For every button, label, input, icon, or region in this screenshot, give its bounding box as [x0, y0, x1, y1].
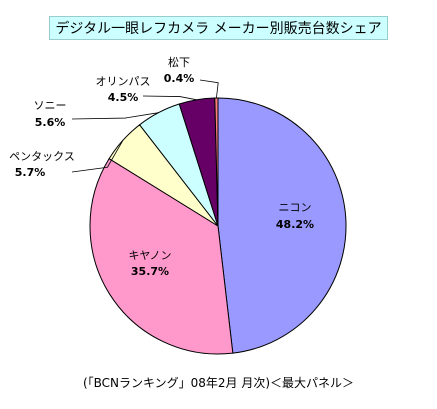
slice-value-label: 0.4%	[164, 72, 195, 85]
slice-name-label: キヤノン	[128, 249, 171, 262]
slice-labels: ニコン 48.2% キヤノン 35.7% ペンタックス 5.7% ソニー 5.6% オリンパス 4…	[9, 55, 314, 278]
pie-slice	[89, 157, 234, 355]
slice-name-label: ペンタックス	[9, 150, 75, 163]
slice-name-label: ソニー	[34, 99, 67, 112]
leader-lines	[71, 79, 219, 173]
slice-value-label: 5.6%	[35, 116, 66, 129]
slice-value-label: 48.2%	[276, 218, 314, 231]
leader-line	[71, 112, 159, 120]
source-note: (「BCNランキング」08年2月 月次)＜最大パネル＞	[82, 376, 355, 390]
slice-name-label: 松下	[168, 55, 190, 69]
slice-value-label: 5.7%	[15, 166, 46, 179]
slice-value-label: 35.7%	[131, 265, 169, 278]
slice-value-label: 4.5%	[108, 91, 139, 104]
pie-slice	[214, 97, 219, 227]
slice-name-label: オリンパス	[96, 75, 151, 88]
leader-line	[199, 79, 219, 99]
chart-title: デジタル一眼レフカメラ メーカー別販売台数シェア	[49, 16, 388, 40]
leader-line	[142, 95, 197, 101]
leader-line	[71, 140, 124, 173]
slice-name-label: ニコン	[279, 201, 312, 214]
pie-slice	[217, 97, 347, 354]
chart-title-text: デジタル一眼レフカメラ メーカー別販売台数シェア	[55, 21, 382, 37]
